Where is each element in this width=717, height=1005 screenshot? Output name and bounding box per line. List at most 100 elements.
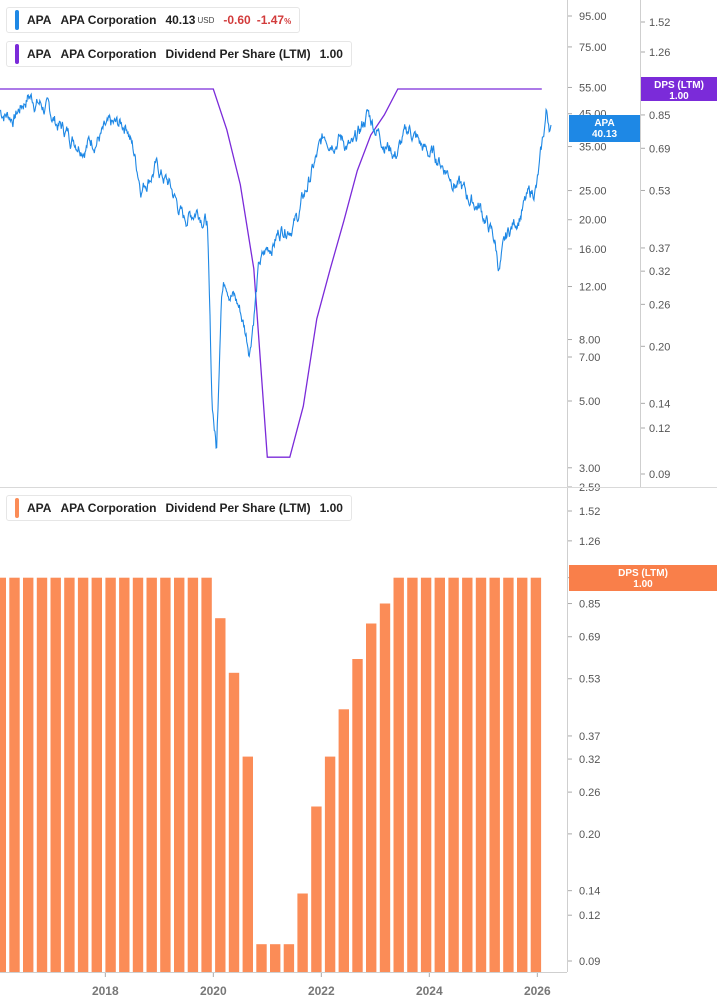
- price-axis-tick-label: 7.00: [579, 352, 600, 364]
- bar-axis-tick-label: 1.52: [579, 506, 600, 518]
- dps-axis-tick-label: 0.14: [649, 398, 670, 410]
- bar-axis-tick-label: 0.69: [579, 632, 600, 644]
- price-axis-tick-label: 12.00: [579, 282, 607, 294]
- price-axis-tick-label: 3.00: [579, 463, 600, 475]
- dps-axis-tick-label: 0.09: [649, 469, 670, 481]
- legend-ticker: APA: [27, 13, 52, 27]
- dps-bar: [64, 577, 75, 972]
- dps-bar: [0, 577, 6, 972]
- price-panel: 95.0075.0055.0045.0035.0025.0020.0016.00…: [0, 11, 670, 494]
- dps-top-tag-value: 1.00: [669, 91, 689, 102]
- dps-bar: [434, 577, 445, 972]
- dps-bar: [105, 577, 116, 972]
- apa-price-series-line: [0, 92, 552, 449]
- legend-dps-bottom[interactable]: APA APA Corporation Dividend Per Share (…: [6, 495, 352, 521]
- dps-ltm-series-line: [0, 88, 542, 458]
- bar-axis-tick-label: 0.37: [579, 731, 600, 743]
- dps-axis-bottom: 1.521.261.000.850.690.530.370.320.260.20…: [567, 506, 600, 968]
- dps-bar: [407, 577, 418, 972]
- dps-bar: [517, 577, 528, 972]
- dps-bar: [366, 623, 377, 972]
- dps-bar: [187, 577, 199, 972]
- price-axis-tick-label: 8.00: [579, 335, 600, 347]
- legend-price-value: 40.13: [165, 13, 196, 27]
- dps-axis-top: 1.52 1.26 0.85 0.69 0.53 0.37 0.32 0.26 0.20 0.14…: [640, 17, 670, 481]
- legend-price[interactable]: APA APA Corporation 40.13 USD -0.60 -1.4…: [6, 7, 301, 33]
- x-axis-years: 2018 2020 2022 2024 2026: [92, 972, 551, 998]
- dps-bar: [174, 577, 185, 972]
- dps-top-tag-bg: [641, 77, 717, 101]
- bar-axis-tick-label: 0.20: [579, 829, 600, 841]
- dps-axis-tick-label: 0.12: [649, 423, 670, 435]
- x-axis-year-label: 2024: [416, 984, 443, 998]
- price-color-swatch: [15, 10, 19, 30]
- dps-bottom-tag-bg: [569, 565, 717, 591]
- dps-bar: [77, 577, 89, 972]
- dps-axis-tick-label: 0.69: [649, 143, 670, 155]
- dps-bottom-tag: DPS (LTM)1.00: [569, 565, 717, 591]
- price-axis-tick-label: 25.00: [579, 186, 607, 198]
- dps-bar: [448, 577, 459, 972]
- dps-bar: [146, 577, 157, 972]
- apa-price-tag-value: 40.13: [592, 129, 617, 140]
- bar-axis-tick-label: 0.09: [579, 956, 600, 968]
- legend-metric: Dividend Per Share (LTM): [165, 47, 311, 61]
- legend-company: APA Corporation: [60, 47, 157, 61]
- dps-bar: [256, 944, 267, 972]
- dps-bar: [23, 577, 34, 972]
- dps-bar: [503, 577, 514, 972]
- dps-bar-panel: 1.521.261.000.850.690.530.370.320.260.20…: [0, 506, 600, 998]
- dps-bar: [462, 577, 473, 972]
- dps-bar: [242, 756, 253, 972]
- dps-bar: [338, 709, 349, 972]
- legend-company: APA Corporation: [60, 13, 157, 27]
- bar-axis-tick-label: 0.26: [579, 787, 600, 799]
- bar-axis-tick-label: 0.53: [579, 674, 600, 686]
- dps-bar: [530, 577, 542, 972]
- dps-bar: [119, 577, 130, 972]
- dps-bar: [91, 577, 102, 972]
- legend-change: -0.60: [223, 13, 251, 27]
- x-axis-year-label: 2018: [92, 984, 119, 998]
- dps-bar: [215, 618, 226, 972]
- dps-bar: [393, 577, 404, 972]
- legend-change-pct: -1.47%: [256, 13, 292, 27]
- dps-top-tag-label: DPS (LTM): [654, 80, 704, 91]
- dps-bar: [420, 577, 432, 972]
- dps-bar: [352, 659, 363, 972]
- legend-dps-value: 1.00: [319, 47, 343, 61]
- dps-bar: [489, 577, 500, 972]
- dps-bar: [297, 893, 308, 972]
- dps-bar: [475, 577, 487, 972]
- dps-bar: [132, 577, 144, 972]
- dps-bar: [36, 577, 48, 972]
- x-axis-year-label: 2026: [524, 984, 551, 998]
- dps-top-tag: DPS (LTM)1.00: [641, 77, 717, 102]
- x-axis-year-label: 2022: [308, 984, 335, 998]
- price-axis: 95.0075.0055.0045.0035.0025.0020.0016.00…: [567, 11, 607, 494]
- dps-axis-tick-label: 0.26: [649, 299, 670, 311]
- legend-ticker: APA: [27, 501, 52, 515]
- dps-bottom-tag-label: DPS (LTM): [618, 568, 668, 579]
- legend-metric: Dividend Per Share (LTM): [165, 501, 311, 515]
- price-axis-tick-label: 55.00: [579, 82, 607, 94]
- dps-bar: [160, 577, 171, 972]
- price-axis-tick-label: 35.00: [579, 142, 607, 154]
- legend-ticker: APA: [27, 47, 52, 61]
- bar-axis-tick-label: 0.32: [579, 754, 600, 766]
- dps-bar: [228, 672, 240, 972]
- apa-price-tag-bg: [569, 115, 640, 142]
- legend-currency: USD: [197, 15, 215, 25]
- dps-bar: [324, 756, 336, 972]
- legend-dps-value: 1.00: [319, 501, 343, 515]
- dps-axis-tick-label: 0.85: [649, 110, 670, 122]
- dps-axis-tick-label: 1.52: [649, 17, 670, 29]
- legend-dps-top[interactable]: APA APA Corporation Dividend Per Share (…: [6, 41, 352, 67]
- price-axis-tick-label: 5.00: [579, 396, 600, 408]
- dps-bar: [283, 944, 295, 972]
- dps-axis-tick-label: 0.20: [649, 341, 670, 353]
- bar-axis-tick-label: 0.85: [579, 599, 600, 611]
